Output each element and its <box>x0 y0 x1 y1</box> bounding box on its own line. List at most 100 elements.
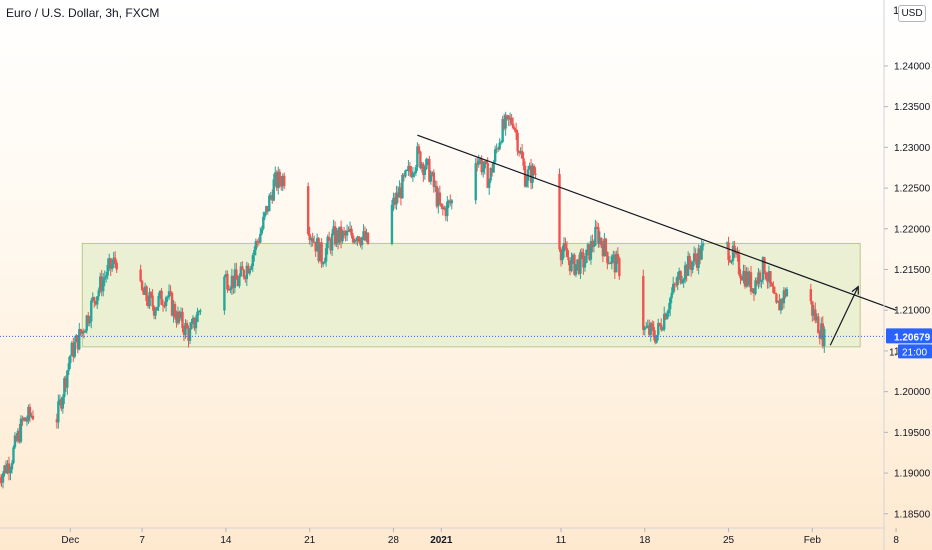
candle-body <box>674 284 678 286</box>
candle-body <box>440 203 443 207</box>
y-tick-label: 1.19500 <box>894 428 931 439</box>
candle-body <box>347 230 350 232</box>
candle-body <box>359 241 362 246</box>
candle-body <box>345 230 349 236</box>
candle-body <box>155 306 159 311</box>
candle-body <box>431 172 434 176</box>
candle-body <box>28 406 32 417</box>
candle-body <box>146 301 150 307</box>
candle-body <box>564 243 567 249</box>
candle-body <box>522 158 525 166</box>
candle-body <box>306 186 310 235</box>
candle-body <box>757 272 760 284</box>
candle-body <box>396 192 400 198</box>
candle-body <box>63 378 66 398</box>
candle-body <box>336 230 340 243</box>
candle-body <box>87 315 90 324</box>
candle-body <box>603 238 606 257</box>
candle-body <box>657 323 660 336</box>
y-tick-label: 1.22500 <box>894 184 931 195</box>
candle-body <box>404 170 407 177</box>
candle-body <box>176 311 180 324</box>
candle-body <box>103 277 106 280</box>
candle-body <box>139 269 142 282</box>
candle-body <box>607 263 611 265</box>
candle-body <box>745 271 748 287</box>
candle-body <box>604 238 608 252</box>
candle-body <box>504 115 507 129</box>
candle-body <box>645 327 648 329</box>
candle-body <box>191 317 195 323</box>
candle-body <box>671 283 675 293</box>
trendline <box>417 134 897 311</box>
symbol-title: Euro / U.S. Dollar, 3h, FXCM <box>6 6 160 20</box>
candle-body <box>178 311 181 319</box>
candle-body <box>697 248 700 268</box>
candle-body <box>510 117 513 124</box>
candle-body <box>669 298 672 310</box>
candle-body <box>233 269 237 288</box>
candle-body <box>450 200 453 204</box>
candle-body <box>172 304 175 316</box>
countdown-label-bg <box>898 344 932 359</box>
candle-body <box>251 255 255 267</box>
candle-body <box>16 430 20 441</box>
candle-body <box>96 296 99 305</box>
candle-body <box>508 117 512 120</box>
candle-body <box>589 240 593 260</box>
candle-body <box>9 469 12 474</box>
candle-body <box>99 276 102 291</box>
candle-body <box>781 299 784 304</box>
candle-body <box>775 293 778 303</box>
candle-body <box>727 242 730 261</box>
candle-body <box>417 146 421 152</box>
candle-body <box>93 297 96 302</box>
candle-body <box>413 172 416 174</box>
candle-body <box>594 226 597 246</box>
candle-body <box>591 240 594 247</box>
candle-body <box>85 315 88 331</box>
candle-body <box>601 245 605 257</box>
candle-body <box>81 330 84 334</box>
candle-body <box>317 238 320 262</box>
candle-body <box>643 327 646 330</box>
candle-body <box>670 292 673 299</box>
candle-body <box>152 306 156 316</box>
candle-body <box>253 250 256 256</box>
candle-body <box>393 197 397 205</box>
candle-body <box>100 276 103 292</box>
candle-body <box>115 262 118 270</box>
candle-body <box>429 175 433 182</box>
candle-body <box>4 465 8 474</box>
candle-body <box>283 175 286 187</box>
candle-body <box>648 325 651 335</box>
candle-body <box>239 266 243 277</box>
candle-body <box>474 163 477 201</box>
candle-body <box>365 232 368 241</box>
candle-body <box>769 271 772 284</box>
candle-body <box>737 254 741 275</box>
candle-body <box>823 328 826 347</box>
currency-button[interactable]: USD <box>898 5 926 22</box>
candle-body <box>275 172 278 189</box>
candle-body <box>438 192 442 204</box>
candle-body <box>25 420 29 422</box>
candle-body <box>0 477 2 481</box>
candle-body <box>664 313 667 320</box>
candle-body <box>157 296 160 307</box>
candle-body <box>278 171 281 182</box>
candle-body <box>531 165 534 183</box>
candle-body <box>109 258 112 269</box>
candle-body <box>19 418 23 442</box>
candle-body <box>164 297 168 307</box>
candle-body <box>529 165 533 183</box>
candle-body <box>730 260 733 263</box>
candle-body <box>496 148 500 150</box>
candle-body <box>480 158 483 173</box>
candle-body <box>700 245 703 260</box>
y-tick-label: 1.23000 <box>894 143 931 154</box>
x-tick-label: 14 <box>220 535 232 546</box>
x-tick-label: 7 <box>139 535 145 546</box>
